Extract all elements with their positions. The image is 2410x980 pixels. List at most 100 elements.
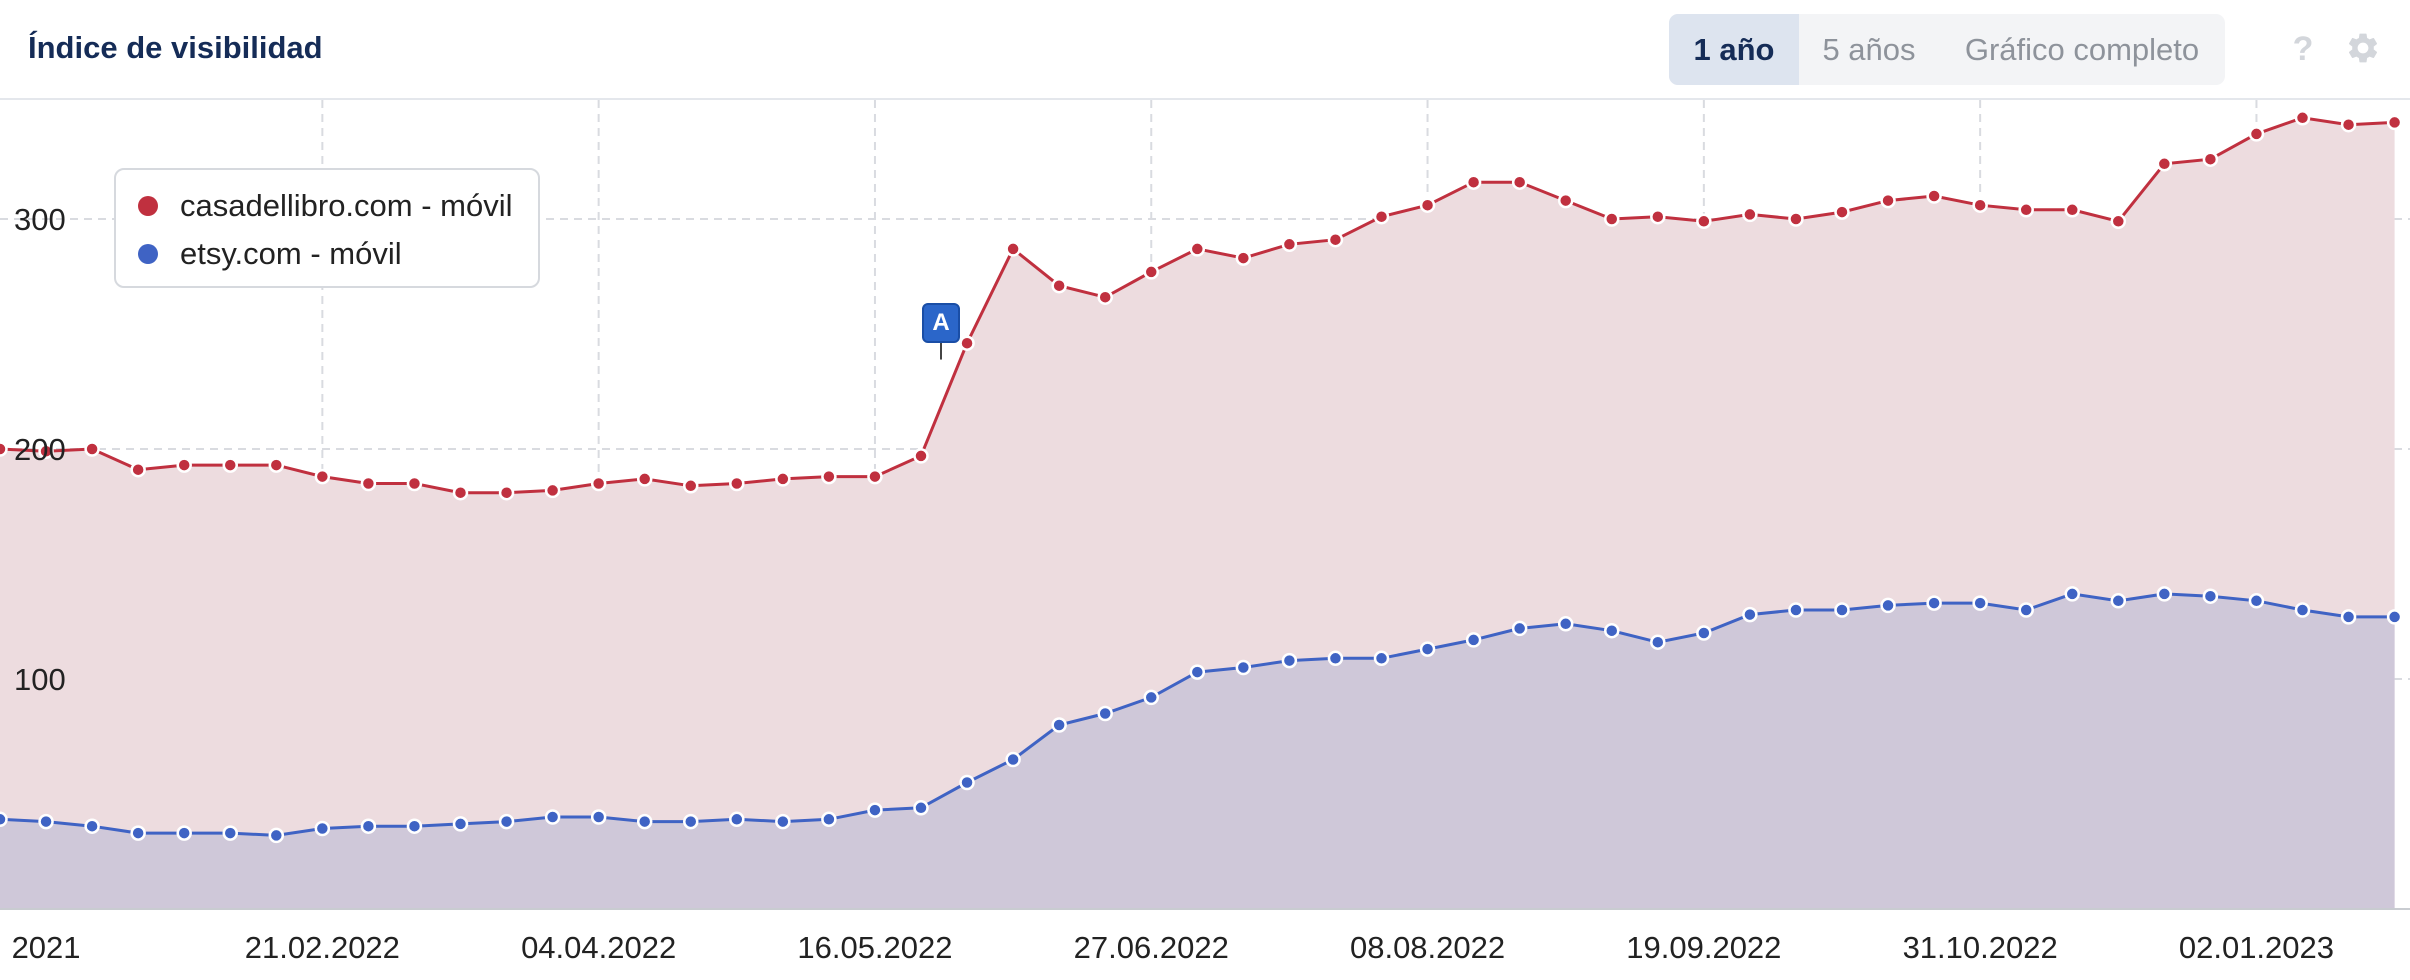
- data-point: [959, 774, 975, 791]
- data-point: [176, 457, 192, 473]
- gear-icon[interactable]: [2345, 30, 2381, 66]
- data-point: [544, 809, 561, 825]
- data-point: [1742, 606, 1758, 623]
- data-point: [1097, 705, 1113, 722]
- data-point: [360, 475, 377, 492]
- data-point: [2294, 110, 2311, 126]
- x-tick-label: 2021: [12, 930, 81, 965]
- data-point: [1051, 277, 1067, 294]
- x-tick-label: 21.02.2022: [245, 930, 400, 965]
- data-point: [1604, 211, 1620, 227]
- chart-legend: casadellibro.com - móvil etsy.com - móvi…: [114, 168, 540, 288]
- data-point: [867, 802, 883, 818]
- data-point: [1005, 241, 1021, 257]
- data-point: [1880, 597, 1896, 614]
- data-point: [360, 818, 377, 834]
- data-point: [913, 448, 929, 464]
- legend-dot-red-icon: [138, 195, 158, 216]
- data-point: [1189, 664, 1206, 680]
- data-point: [1880, 192, 1896, 209]
- data-point: [867, 468, 883, 485]
- data-point: [2064, 202, 2080, 218]
- data-point: [2202, 588, 2219, 604]
- data-point: [729, 475, 745, 492]
- data-point: [2110, 213, 2127, 230]
- data-point: [38, 813, 54, 830]
- data-point: [913, 800, 929, 816]
- data-point: [590, 809, 607, 825]
- data-point: [1511, 620, 1528, 637]
- data-point: [1650, 634, 1666, 650]
- data-point: [1235, 250, 1252, 266]
- time-range-selector: 1 año 5 años Gráfico completo: [1669, 14, 2225, 85]
- data-point: [1972, 595, 1988, 611]
- data-point: [1604, 622, 1620, 639]
- data-point: [1972, 197, 1988, 213]
- data-point: [1327, 650, 1344, 667]
- series-area-1: [0, 593, 2395, 909]
- tab-1-year[interactable]: 1 año: [1669, 14, 1799, 85]
- data-point: [84, 441, 100, 457]
- data-point: [590, 475, 607, 492]
- data-point: [1557, 616, 1574, 632]
- legend-label: etsy.com - móvil: [180, 236, 402, 271]
- data-point: [1465, 632, 1482, 648]
- data-point: [1327, 231, 1344, 248]
- data-point: [544, 482, 561, 499]
- data-point: [1097, 289, 1113, 305]
- data-point: [775, 813, 791, 830]
- data-point: [406, 475, 423, 492]
- data-point: [452, 816, 469, 832]
- data-point: [2386, 114, 2403, 131]
- data-point: [2064, 586, 2080, 602]
- data-point: [2340, 609, 2357, 625]
- x-axis-labels: 2021 21.02.2022 04.04.2022 16.05.2022 27.06.…: [12, 930, 2334, 965]
- page-title: Índice de visibilidad: [28, 30, 323, 65]
- data-point: [130, 825, 146, 841]
- data-point: [1511, 174, 1528, 190]
- data-point: [1281, 236, 1298, 253]
- x-tick-label: 19.09.2022: [1626, 930, 1781, 965]
- x-tick-label: 02.01.2023: [2179, 930, 2334, 965]
- data-point: [2248, 593, 2265, 609]
- data-point: [1419, 197, 1436, 213]
- data-point: [1051, 717, 1067, 733]
- data-point: [1742, 206, 1758, 223]
- data-point: [959, 335, 975, 351]
- data-point: [1926, 595, 1942, 611]
- series-areas: [0, 117, 2395, 910]
- data-point: [1650, 208, 1666, 225]
- x-tick-label: 16.05.2022: [797, 930, 952, 965]
- annotation-flag-a[interactable]: A: [922, 303, 960, 343]
- data-point: [1143, 264, 1159, 280]
- y-tick-label: 100: [14, 662, 66, 697]
- data-point: [2248, 126, 2265, 142]
- tab-full-chart[interactable]: Gráfico completo: [1964, 32, 2200, 67]
- data-point: [222, 825, 238, 841]
- data-point: [1465, 174, 1482, 190]
- tab-5-years[interactable]: 5 años: [1822, 32, 1916, 67]
- data-point: [38, 443, 54, 460]
- data-point: [683, 813, 699, 830]
- data-point: [821, 811, 837, 828]
- legend-label: casadellibro.com - móvil: [180, 188, 513, 223]
- data-point: [1696, 625, 1712, 641]
- data-point: [1557, 192, 1574, 209]
- y-tick-label: 300: [14, 202, 66, 237]
- legend-item-etsy[interactable]: etsy.com - móvil: [138, 234, 402, 274]
- chart-header: Índice de visibilidad 1 año 5 años Gráfi…: [0, 0, 2410, 100]
- question-mark-icon[interactable]: ?: [2292, 30, 2314, 68]
- data-point: [84, 818, 100, 834]
- data-point: [268, 457, 285, 473]
- data-point: [1788, 211, 1804, 227]
- data-point: [130, 461, 146, 478]
- data-point: [268, 827, 285, 844]
- data-point: [498, 484, 515, 501]
- data-point: [1419, 641, 1436, 657]
- data-point: [1373, 650, 1390, 667]
- data-point: [1235, 659, 1252, 676]
- data-point: [2294, 602, 2311, 618]
- legend-item-casadellibro[interactable]: casadellibro.com - móvil: [138, 186, 513, 226]
- data-point: [498, 813, 515, 830]
- visibility-chart: 100 200 300 2021 21.02.2022 04.04.2022 16.05.…: [0, 100, 2410, 965]
